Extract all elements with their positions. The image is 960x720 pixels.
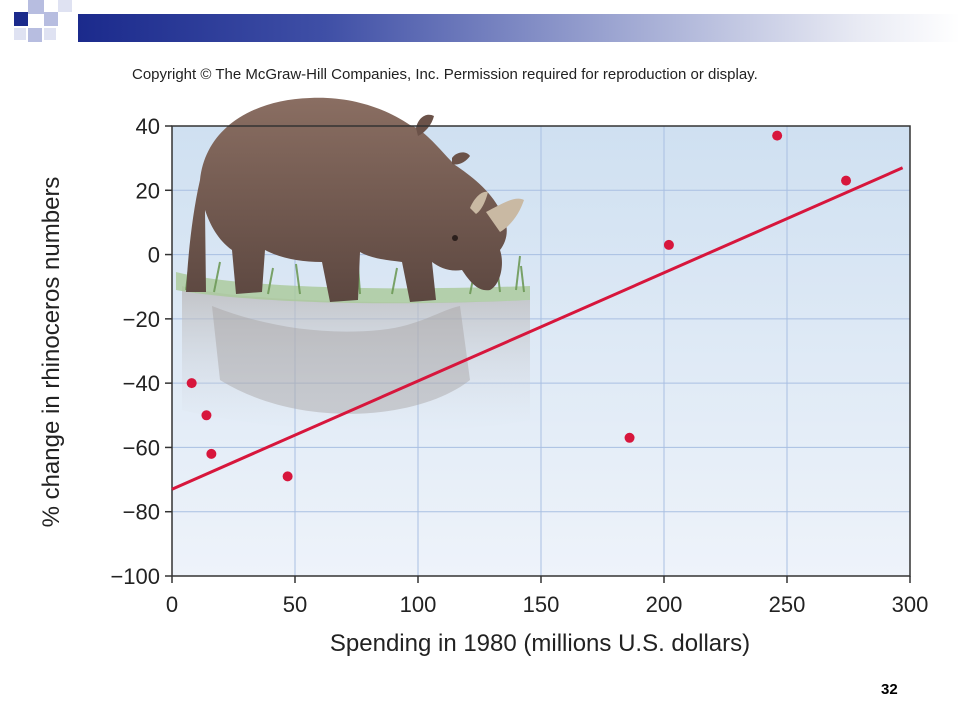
x-tick-label-4: 200 bbox=[646, 592, 683, 617]
y-tick-label-7: −100 bbox=[110, 564, 160, 589]
x-tick-label-1: 50 bbox=[283, 592, 307, 617]
slide-header-bar bbox=[78, 14, 960, 42]
x-tick-label-3: 150 bbox=[523, 592, 560, 617]
data-point-3 bbox=[282, 471, 293, 482]
y-tick-label-3: −20 bbox=[123, 307, 160, 332]
data-point-1 bbox=[201, 410, 212, 421]
data-point-0 bbox=[186, 378, 197, 389]
x-tick-label-6: 300 bbox=[892, 592, 929, 617]
slide-decoration-squares bbox=[14, 0, 72, 42]
data-point-5 bbox=[663, 239, 674, 250]
x-tick-label-5: 250 bbox=[769, 592, 806, 617]
trend-line-group bbox=[171, 166, 904, 491]
data-point-2 bbox=[206, 448, 217, 459]
copyright-notice: Copyright © The McGraw-Hill Companies, I… bbox=[132, 66, 758, 83]
y-tick-label-4: −40 bbox=[123, 371, 160, 396]
data-point-7 bbox=[841, 175, 852, 186]
trend-line bbox=[171, 166, 904, 491]
x-tick-label-0: 0 bbox=[166, 592, 178, 617]
y-tick-label-6: −80 bbox=[123, 500, 160, 525]
y-tick-label-1: 20 bbox=[136, 178, 160, 203]
x-axis-ticks: 0 50 100 150 200 250 300 bbox=[166, 576, 928, 617]
data-point-6 bbox=[772, 130, 783, 141]
y-axis-ticks: 40 20 0 −20 −40 −60 −80 −100 bbox=[110, 114, 172, 589]
x-axis-title: Spending in 1980 (millions U.S. dollars) bbox=[330, 630, 750, 657]
x-tick-label-2: 100 bbox=[400, 592, 437, 617]
y-tick-label-0: 40 bbox=[136, 114, 160, 139]
y-tick-label-2: 0 bbox=[148, 243, 160, 268]
y-tick-label-5: −60 bbox=[123, 435, 160, 460]
y-axis-title: % change in rhinoceros numbers bbox=[38, 177, 65, 528]
data-points bbox=[186, 130, 852, 482]
page-number: 32 bbox=[881, 681, 898, 698]
data-point-4 bbox=[624, 432, 635, 443]
